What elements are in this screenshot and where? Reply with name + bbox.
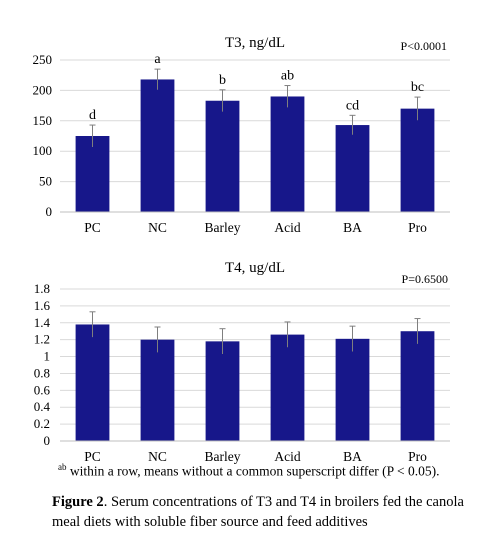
- chart2-p-value: P=0.6500: [402, 272, 448, 286]
- chart2-x-tick-label: NC: [148, 449, 167, 464]
- footnote-text: within a row, means without a common sup…: [66, 463, 440, 479]
- chart2-y-tick-label: 0: [44, 433, 51, 448]
- chart1-y-tick-label: 200: [33, 82, 53, 97]
- chart2-x-tick-label: PC: [84, 449, 101, 464]
- chart1-significance-letter: bc: [411, 80, 424, 95]
- chart1-x-tick-label: Barley: [205, 220, 241, 235]
- chart1-x-tick-label: BA: [343, 220, 362, 235]
- figure: T3, ng/dL P<0.0001 0 50 100 150 200 250 d PC a NC b B…: [33, 35, 450, 464]
- chart2-y-tick-label: 0.6: [34, 382, 51, 397]
- chart2-x-tick-label: Barley: [205, 449, 241, 464]
- chart1-y-tick-label: 0: [46, 204, 53, 219]
- chart1-x-tick-label: NC: [148, 220, 167, 235]
- chart1-x-tick-label: Pro: [408, 220, 427, 235]
- chart1-y-tick-label: 250: [33, 52, 53, 67]
- chart2-x-tick-label: Acid: [274, 449, 300, 464]
- chart1-x-tick-label: PC: [84, 220, 101, 235]
- chart2-y-tick-label: 1: [44, 349, 51, 364]
- charts-svg: T3, ng/dL P<0.0001 0 50 100 150 200 250 d PC a NC b B…: [33, 35, 450, 464]
- chart1-significance-letter: a: [154, 52, 161, 67]
- chart1-x-tick-label: Acid: [274, 220, 300, 235]
- figure-caption: Figure 2. Serum concentrations of T3 and…: [52, 492, 472, 532]
- caption-text: . Serum concentrations of T3 and T4 in b…: [52, 494, 464, 530]
- chart1-bar: [140, 79, 175, 213]
- chart1-y-tick-label: 150: [33, 113, 53, 128]
- chart2-x-tick-label: Pro: [408, 449, 427, 464]
- chart2-bar: [75, 324, 110, 441]
- chart1-title: T3, ng/dL: [225, 35, 285, 51]
- caption-label: Figure 2: [52, 494, 104, 510]
- chart1-p-value: P<0.0001: [401, 39, 447, 53]
- chart1-bar: [270, 96, 305, 212]
- chart2-bar: [335, 338, 370, 441]
- chart1-y-tick-label: 50: [39, 174, 52, 189]
- chart1-bar: [335, 125, 370, 212]
- chart2-bar: [205, 341, 240, 441]
- chart1-significance-letter: b: [219, 73, 226, 88]
- footnote-superscript: ab: [58, 462, 67, 472]
- chart2-y-tick-label: 0.2: [34, 416, 50, 431]
- footnote: ab within a row, means without a common …: [58, 462, 440, 480]
- chart2-x-tick-label: BA: [343, 449, 362, 464]
- chart1-y-tick-label: 100: [33, 143, 53, 158]
- chart1-significance-letter: ab: [281, 69, 294, 84]
- chart1-bar: [400, 108, 435, 212]
- chart2-y-tick-label: 1.4: [34, 315, 51, 330]
- chart2-y-tick-label: 1.8: [34, 281, 50, 296]
- chart2-y-tick-label: 0.8: [34, 365, 50, 380]
- chart2-bar: [140, 339, 175, 441]
- chart1-bar: [75, 136, 110, 212]
- chart1-significance-letter: cd: [346, 98, 359, 113]
- chart1-bar: [205, 100, 240, 212]
- chart2-y-tick-label: 1.2: [34, 332, 50, 347]
- chart2-title: T4, ug/dL: [225, 260, 285, 276]
- chart1-significance-letter: d: [89, 108, 96, 123]
- chart2-y-tick-label: 0.4: [34, 399, 51, 414]
- chart2-bar: [270, 334, 305, 441]
- chart2-y-tick-label: 1.6: [34, 298, 51, 313]
- chart2-bar: [400, 331, 435, 441]
